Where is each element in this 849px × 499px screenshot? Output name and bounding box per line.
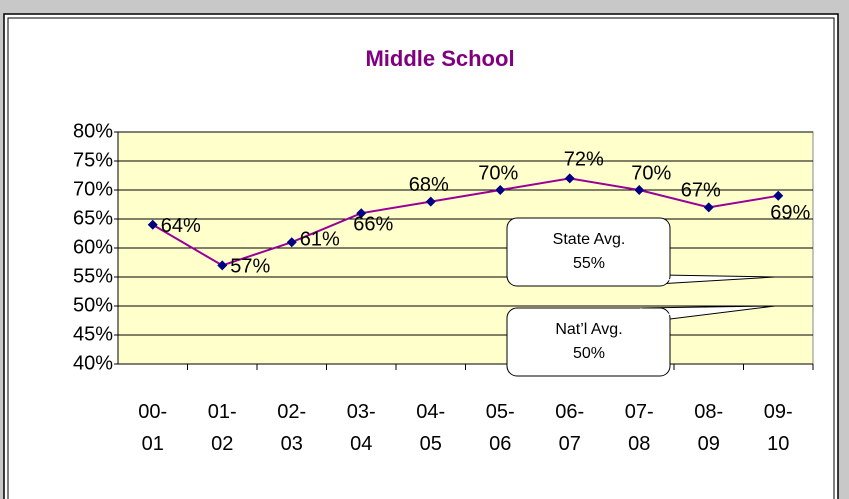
data-point <box>703 202 714 213</box>
data-point <box>286 237 297 248</box>
chart-frame-inner <box>7 17 835 499</box>
callout-join <box>640 275 671 285</box>
x-tick-label: 03- 04 <box>346 401 376 455</box>
data-point <box>356 208 367 219</box>
y-tick-label: 65% <box>73 207 113 229</box>
data-label: 72% <box>564 149 604 171</box>
callout-text: Nat’l Avg. <box>555 321 622 338</box>
data-label: 64% <box>161 215 201 237</box>
y-tick-label: 70% <box>73 178 113 200</box>
data-label: 70% <box>631 162 671 184</box>
data-point <box>495 185 506 195</box>
data-label: 68% <box>409 174 449 196</box>
callout-box <box>506 307 671 377</box>
x-tick-label: 05- 06 <box>485 401 515 455</box>
data-label: 69% <box>770 202 810 224</box>
data-point <box>564 173 575 184</box>
data-label: 70% <box>478 162 518 184</box>
data-label: 61% <box>300 228 340 250</box>
y-tick-label: 75% <box>73 149 113 171</box>
data-point <box>773 190 784 201</box>
data-point <box>147 219 158 230</box>
y-tick-label: 55% <box>73 265 113 287</box>
data-label: 67% <box>681 180 721 202</box>
data-point <box>217 260 228 271</box>
y-tick-label: 50% <box>73 294 113 316</box>
x-tick-label: 09- 10 <box>763 401 793 455</box>
chart-title: Middle School <box>365 46 514 71</box>
x-tick-label: 06- 07 <box>555 401 585 455</box>
data-point <box>634 185 645 195</box>
callout-join <box>640 308 671 320</box>
data-label: 57% <box>230 256 270 278</box>
x-tick-label: 01- 02 <box>207 401 237 455</box>
data-label: 66% <box>353 213 393 235</box>
x-tick-label: 02- 03 <box>277 401 307 455</box>
y-tick-label: 80% <box>73 120 113 142</box>
callout-value: 50% <box>573 345 605 362</box>
y-tick-label: 45% <box>73 323 113 345</box>
x-tick-label: 08- 09 <box>694 401 724 455</box>
y-tick-label: 60% <box>73 236 113 258</box>
series-line <box>152 177 779 267</box>
callout-text: State Avg. <box>553 231 626 248</box>
callout-value: 55% <box>573 255 605 272</box>
y-tick-label: 40% <box>73 352 113 374</box>
x-tick-label: 00- 01 <box>138 401 168 455</box>
x-tick-label: 04- 05 <box>416 401 446 455</box>
data-point <box>425 196 436 207</box>
callout-box <box>506 217 671 287</box>
x-tick-label: 07- 08 <box>624 401 654 455</box>
